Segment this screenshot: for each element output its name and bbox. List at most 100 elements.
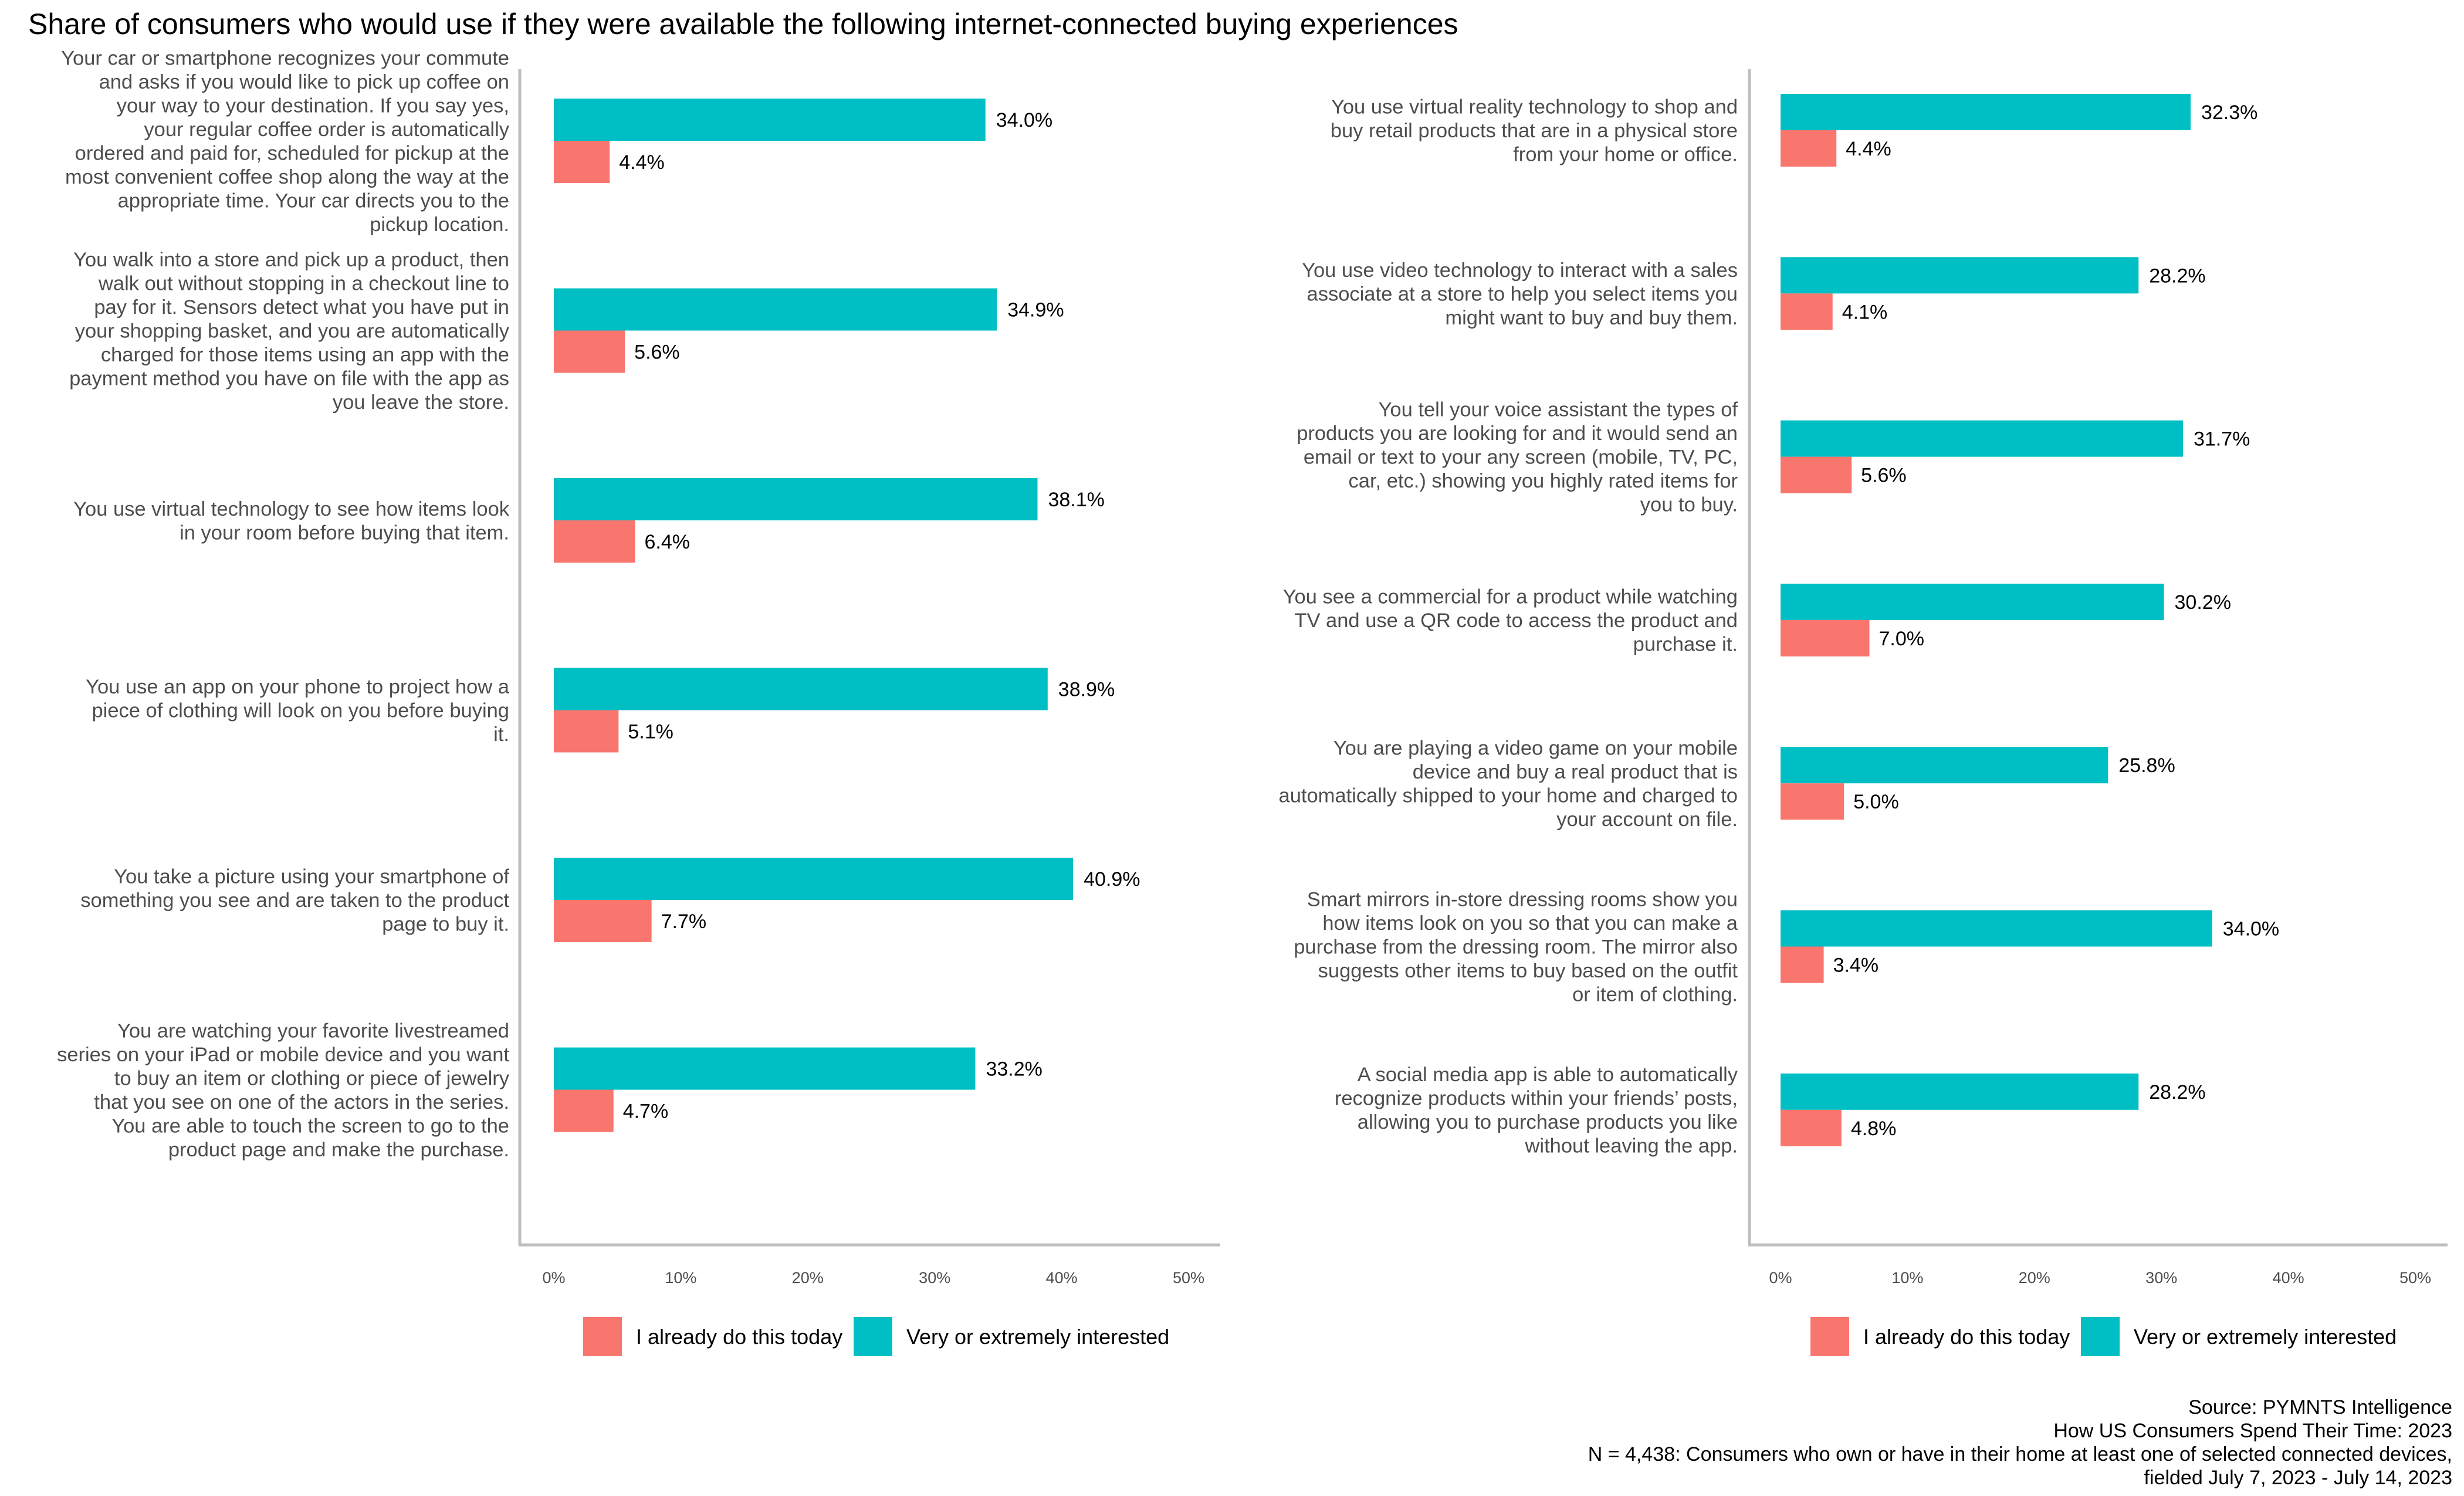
value-label-already: 5.0% — [1853, 791, 1899, 813]
category-label: product page and make the purchase. — [168, 1139, 509, 1161]
value-label-interested: 34.0% — [996, 109, 1052, 131]
category-label: You are watching your favorite livestrea… — [117, 1020, 509, 1042]
bar-already — [1781, 130, 1837, 167]
bar-interested — [1781, 747, 2108, 784]
value-label-interested: 34.9% — [1007, 299, 1064, 321]
value-label-interested: 31.7% — [2194, 428, 2250, 451]
category-label: You use video technology to interact wit… — [1302, 259, 1738, 282]
value-label-already: 5.1% — [628, 721, 673, 743]
category-label: your regular coffee order is automatical… — [144, 119, 509, 141]
bar-already — [1781, 293, 1833, 330]
bar-interested — [554, 1047, 976, 1090]
value-label-already: 5.6% — [634, 341, 680, 364]
bar-interested — [1781, 257, 2139, 294]
bar-interested — [554, 288, 997, 331]
category-label: payment method you have on file with the… — [69, 368, 509, 390]
category-label: from your home or office. — [1513, 144, 1738, 166]
category-label: series on your iPad or mobile device and… — [57, 1044, 509, 1066]
x-tick-label: 10% — [665, 1269, 696, 1287]
category-label: appropriate time. Your car directs you t… — [118, 189, 509, 212]
bar-interested — [554, 668, 1048, 710]
value-label-interested: 40.9% — [1084, 868, 1140, 891]
category-label: something you see and are taken to the p… — [80, 889, 509, 912]
category-label: You take a picture using your smartphone… — [114, 866, 509, 888]
bar-interested — [1781, 910, 2212, 947]
category-label: charged for those items using an app wit… — [101, 344, 509, 366]
x-tick-label: 50% — [2399, 1269, 2431, 1287]
bar-interested — [1781, 94, 2191, 130]
category-label: You use virtual technology to see how it… — [73, 498, 510, 520]
category-label: most convenient coffee shop along the wa… — [65, 166, 509, 188]
category-label: your way to your destination. If you say… — [117, 94, 509, 117]
category-label: how items look on you so that you can ma… — [1322, 912, 1738, 935]
category-label: You see a commercial for a product while… — [1283, 585, 1738, 608]
chart-title: Share of consumers who would use if they… — [28, 8, 1458, 40]
legend-label-already: I already do this today — [636, 1325, 842, 1349]
x-tick-label: 40% — [1046, 1269, 1078, 1287]
category-label: piece of clothing will look on you befor… — [92, 700, 509, 722]
value-label-interested: 30.2% — [2175, 591, 2231, 614]
category-label: walk out without stopping in a checkout … — [98, 273, 509, 295]
category-label: buy retail products that are in a physic… — [1331, 120, 1738, 142]
bar-already — [554, 141, 610, 183]
legend-label-already: I already do this today — [1863, 1325, 2070, 1349]
category-label: and asks if you would like to pick up co… — [99, 71, 509, 93]
category-label: you leave the store. — [333, 391, 509, 414]
category-label: to buy an item or clothing or piece of j… — [114, 1067, 510, 1089]
value-label-interested: 38.9% — [1058, 679, 1115, 701]
bar-already — [1781, 783, 1844, 820]
value-label-already: 7.0% — [1879, 628, 1924, 650]
x-tick-label: 30% — [919, 1269, 950, 1287]
category-label: products you are looking for and it woul… — [1297, 422, 1738, 445]
x-tick-label: 20% — [2019, 1269, 2050, 1287]
category-label: allowing you to purchase products you li… — [1358, 1111, 1738, 1133]
category-label: purchase from the dressing room. The mir… — [1294, 936, 1738, 959]
x-tick-label: 0% — [542, 1269, 565, 1287]
bar-already — [554, 710, 619, 753]
bar-already — [1781, 1109, 1842, 1146]
category-label: without leaving the app. — [1524, 1135, 1738, 1157]
category-label: You use virtual reality technology to sh… — [1331, 96, 1738, 119]
value-label-interested: 32.3% — [2201, 101, 2257, 124]
bar-already — [1781, 946, 1824, 983]
category-label: car, etc.) showing you highly rated item… — [1349, 470, 1738, 492]
bar-already — [554, 1089, 614, 1132]
bar-interested — [1781, 1073, 2139, 1110]
bar-already — [1781, 620, 1870, 656]
x-tick-label: 20% — [792, 1269, 824, 1287]
value-label-already: 6.4% — [644, 531, 690, 553]
legend-label-interested: Very or extremely interested — [2134, 1325, 2397, 1349]
bar-interested — [554, 858, 1074, 900]
value-label-interested: 33.2% — [986, 1058, 1042, 1081]
value-label-interested: 34.0% — [2223, 918, 2279, 940]
x-tick-label: 0% — [1769, 1269, 1792, 1287]
bar-already — [554, 330, 625, 373]
category-label: recognize products within your friends’ … — [1335, 1088, 1738, 1110]
category-label: pickup location. — [370, 214, 509, 236]
x-tick-label: 30% — [2145, 1269, 2177, 1287]
bar-already — [1781, 456, 1852, 493]
category-label: ordered and paid for, scheduled for pick… — [75, 142, 509, 164]
category-label: your shopping basket, and you are automa… — [75, 320, 510, 343]
category-label: pay for it. Sensors detect what you have… — [94, 296, 509, 319]
legend-swatch-already — [1810, 1317, 1849, 1356]
category-label: device and buy a real product that is — [1413, 761, 1738, 783]
bar-already — [554, 900, 652, 942]
value-label-already: 3.4% — [1833, 955, 1879, 977]
legend-swatch-interested — [854, 1317, 892, 1356]
category-label: might want to buy and buy them. — [1445, 307, 1738, 329]
value-label-already: 4.4% — [619, 151, 665, 174]
x-tick-label: 10% — [1891, 1269, 1923, 1287]
category-label: page to buy it. — [382, 913, 509, 936]
category-label: or item of clothing. — [1572, 984, 1738, 1006]
category-label: You are playing a video game on your mob… — [1333, 737, 1738, 759]
category-label: A social media app is able to automatica… — [1358, 1064, 1738, 1086]
category-label: TV and use a QR code to access the produ… — [1294, 610, 1738, 632]
x-tick-label: 50% — [1173, 1269, 1204, 1287]
category-label: suggests other items to buy based on the… — [1318, 960, 1738, 982]
bar-interested — [554, 99, 986, 141]
bar-interested — [1781, 583, 2164, 620]
value-label-already: 4.4% — [1846, 138, 1891, 160]
value-label-already: 4.8% — [1851, 1118, 1897, 1140]
